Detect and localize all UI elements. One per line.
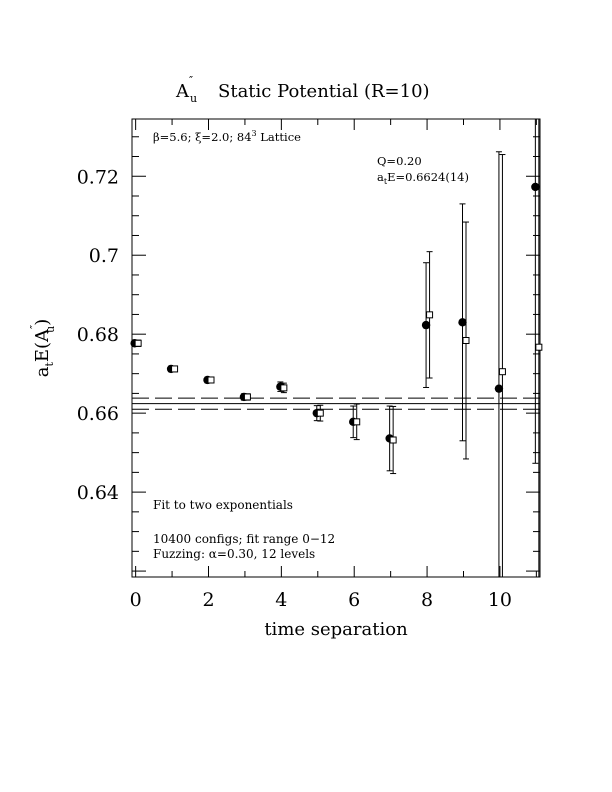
x-tick-label: 4 (275, 589, 287, 611)
data-point-square (171, 365, 179, 373)
annotation-lattice: β=5.6; ξ=2.0; 843 Lattice (153, 129, 301, 144)
data-point-square (280, 384, 288, 392)
y-axis-label-main-sub: u (44, 326, 57, 333)
x-tick-label: 8 (421, 589, 433, 611)
annotation-fit-energy: atE=0.6624(14) (377, 170, 469, 186)
chart-title-prefix: A (175, 81, 190, 102)
x-tick-label: 6 (348, 589, 360, 611)
data-point-circle (421, 320, 431, 330)
data-point-square (134, 339, 142, 347)
data-point-square (535, 343, 543, 351)
svg-text:atE(A″u): atE(A″ u) (28, 319, 57, 378)
data-point-square (316, 409, 324, 417)
y-tick-label: 0.68 (77, 324, 119, 346)
data-point-square (243, 393, 251, 401)
chart-title-prefix-sup: ″ (189, 74, 193, 87)
x-tick-label: 2 (202, 589, 214, 611)
data-point-circle (531, 182, 540, 192)
annotation-q: Q=0.20 (377, 154, 422, 168)
axis-ticks (132, 119, 540, 577)
chart-title-prefix-sub: u (190, 92, 197, 105)
y-tick-label: 0.7 (89, 245, 119, 267)
annotation-fit-energy-sub: t (384, 177, 388, 186)
data-point-circle (458, 318, 467, 327)
annotation-lattice-sup: 3 (252, 129, 257, 138)
data-series (130, 119, 543, 577)
data-point-square (389, 436, 397, 444)
x-tick-label: 0 (130, 589, 142, 611)
annotation-configs: 10400 configs; fit range 0−12 (153, 532, 335, 546)
annotation-fit-method: Fit to two exponentials (153, 498, 293, 512)
annotation-fuzzing: Fuzzing: α=0.30, 12 levels (153, 547, 315, 561)
data-point-square (462, 336, 470, 344)
tick-labels: 0 2 4 6 8 10 0.64 0.66 0.68 0.7 0.72 (77, 166, 512, 611)
y-axis-label: atE(A″ u) (28, 319, 57, 378)
chart-title: Static Potential (R=10) (218, 81, 430, 102)
x-axis-label: time separation (264, 619, 408, 640)
y-axis-label-sup: ″ (28, 325, 41, 329)
y-tick-label: 0.64 (77, 482, 119, 504)
y-axis-label-sub: t (43, 362, 56, 367)
y-tick-label: 0.72 (77, 166, 119, 188)
fit-band (132, 397, 540, 410)
data-point-circle (494, 384, 504, 393)
x-tick-label: 10 (488, 589, 512, 611)
data-point-square (498, 368, 506, 376)
data-point-square (207, 376, 215, 384)
data-point-square (426, 311, 434, 319)
y-tick-label: 0.66 (77, 403, 119, 425)
data-point-square (353, 418, 361, 426)
